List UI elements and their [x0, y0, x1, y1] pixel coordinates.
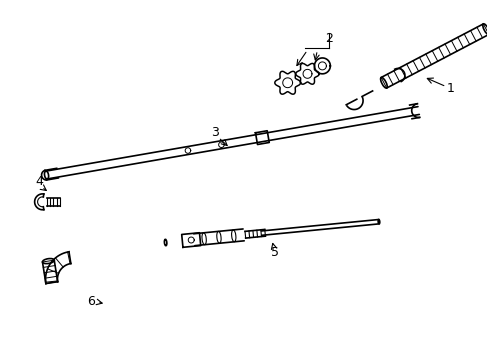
Text: 5: 5 [270, 246, 278, 259]
Text: 1: 1 [446, 82, 453, 95]
Text: 6: 6 [87, 294, 95, 307]
Text: 2: 2 [325, 32, 333, 45]
Text: 3: 3 [211, 126, 219, 139]
Text: 4: 4 [36, 175, 43, 189]
